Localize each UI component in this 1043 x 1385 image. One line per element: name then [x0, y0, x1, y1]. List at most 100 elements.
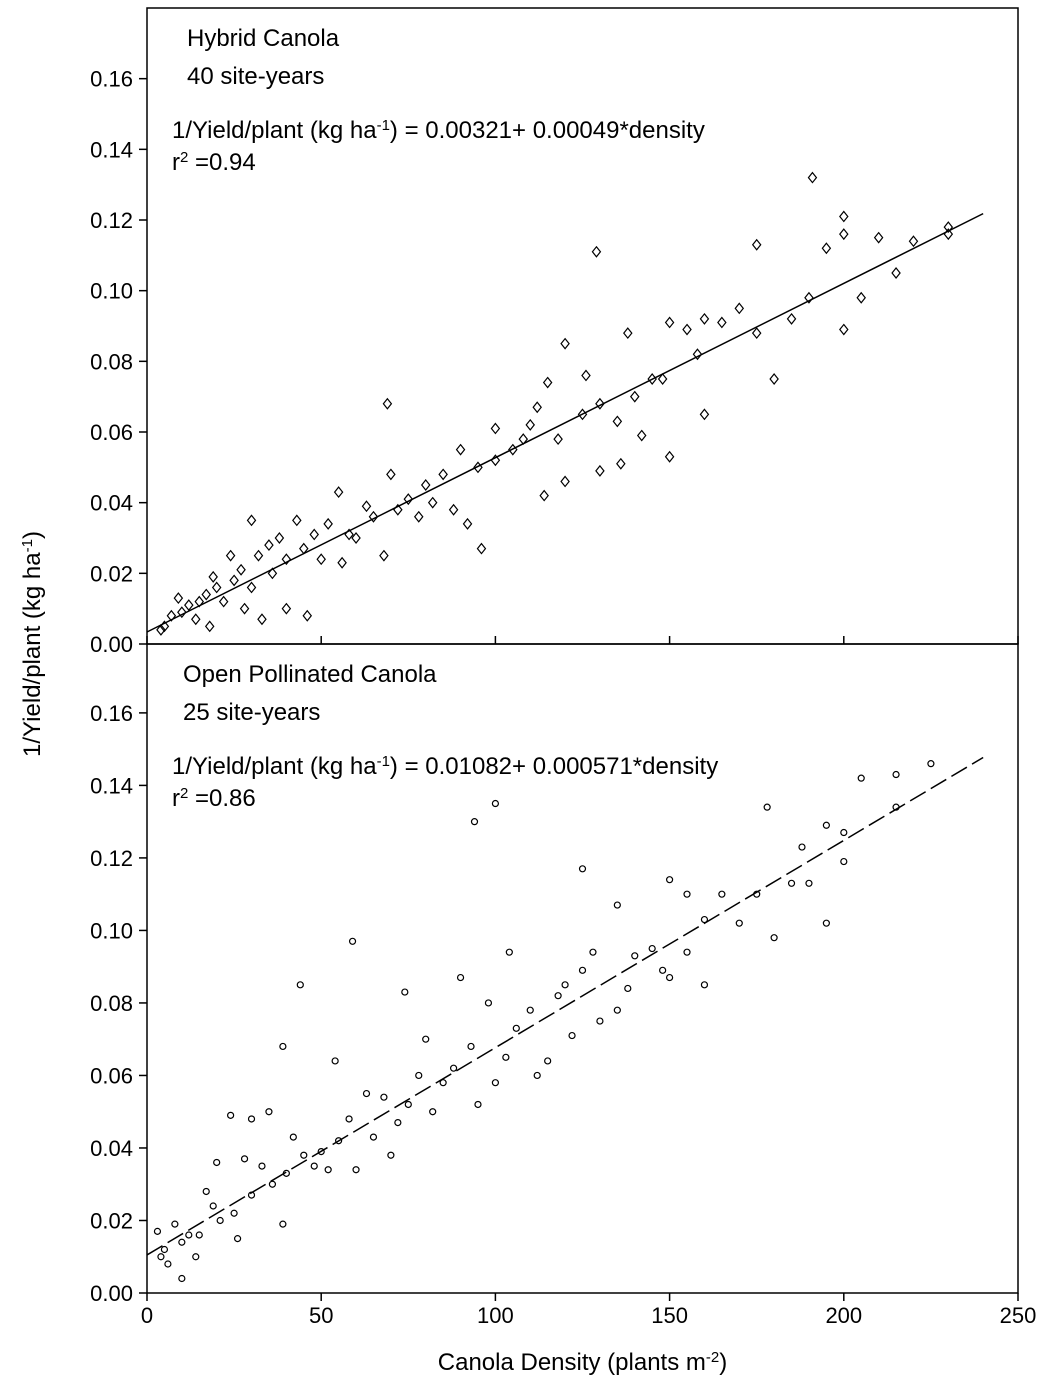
data-point [553, 433, 563, 446]
data-point [166, 609, 177, 622]
data-point [657, 373, 668, 385]
equation: 1/Yield/plant (kg ha-1) = 0.01082+ 0.000… [172, 753, 718, 781]
x-tick-label: 100 [477, 1303, 514, 1328]
data-point [532, 401, 542, 414]
data-point [159, 620, 170, 633]
x-axis-label: Canola Density (plants m-2) [438, 1349, 727, 1377]
data-point [247, 1115, 256, 1123]
y-axis-label-part: 1/Yield/plant (kg ha [19, 552, 46, 757]
data-point [300, 1151, 308, 1159]
data-point [265, 1108, 273, 1116]
data-point [629, 390, 640, 403]
data-point [787, 879, 796, 887]
data-point [246, 514, 257, 527]
data-point [362, 1089, 371, 1098]
data-point [491, 1079, 499, 1087]
data-point [873, 231, 884, 244]
data-point [323, 517, 333, 530]
x-tick-label: 0 [141, 1303, 153, 1328]
data-point [227, 1111, 235, 1119]
data-point [542, 376, 553, 389]
x-tick-label: 50 [309, 1303, 333, 1328]
data-point [439, 1079, 447, 1087]
data-point [208, 570, 218, 583]
data-point [274, 532, 285, 544]
equation-part: ) = 0.01082+ 0.000571*density [390, 753, 718, 780]
data-point [448, 503, 459, 516]
data-point [857, 774, 865, 782]
data-point [821, 242, 832, 255]
r-squared-part: r [172, 785, 180, 812]
r-squared-part: 2 [180, 149, 188, 166]
data-point [171, 1220, 179, 1228]
fit-line [146, 756, 984, 1256]
r-squared-part: r [172, 149, 180, 176]
data-point [476, 542, 487, 555]
y-tick-label: 0.12 [90, 846, 133, 871]
data-point [427, 496, 438, 509]
y-tick-label: 0.12 [90, 208, 133, 233]
y-tick-label: 0.08 [90, 991, 133, 1016]
data-point [467, 1042, 475, 1051]
data-point [577, 408, 588, 421]
data-point [682, 323, 692, 336]
data-point [247, 1191, 256, 1199]
data-point [317, 1147, 325, 1156]
data-point [393, 503, 403, 516]
data-point [309, 528, 320, 541]
y-tick-label: 0.06 [90, 1063, 133, 1088]
data-point [490, 422, 501, 435]
panel-subtitle: 40 site-years [187, 63, 324, 90]
data-point [281, 602, 292, 615]
data-point [380, 1093, 388, 1101]
data-point [561, 981, 569, 989]
data-point [648, 944, 656, 953]
data-point [333, 486, 344, 499]
data-point [664, 450, 675, 463]
data-point [484, 999, 493, 1007]
data-point [735, 919, 743, 927]
data-point [420, 479, 431, 491]
data-point [544, 1057, 552, 1065]
y-tick-label: 0.10 [90, 918, 133, 943]
data-point [348, 937, 357, 945]
data-point [394, 1118, 402, 1127]
data-point [184, 599, 194, 612]
equation-part: 1/Yield/plant (kg ha [172, 753, 377, 780]
data-point [195, 1231, 203, 1239]
panel-title: Open Pollinated Canola [183, 661, 437, 688]
data-point [659, 966, 667, 974]
data-point [699, 408, 710, 421]
data-point [624, 984, 632, 993]
data-point [717, 316, 727, 329]
data-point [943, 228, 954, 241]
data-point [734, 302, 745, 315]
data-point [474, 1100, 482, 1109]
equation-part: -1 [377, 117, 390, 134]
data-point [612, 415, 623, 428]
data-point [229, 574, 239, 587]
data-point [683, 890, 691, 898]
data-point [589, 948, 597, 956]
data-point [856, 291, 866, 304]
data-point [236, 563, 246, 576]
data-point [292, 514, 302, 527]
data-point [213, 1158, 221, 1167]
data-point [473, 461, 483, 474]
y-axis-label-part: ) [19, 531, 46, 539]
data-point [239, 602, 250, 615]
data-point [613, 1006, 621, 1014]
data-point [296, 981, 304, 989]
data-point [253, 549, 264, 562]
data-point [230, 1209, 238, 1217]
data-point [560, 475, 570, 488]
data-point [526, 1006, 534, 1014]
data-point [289, 1133, 297, 1141]
y-axis-label-part: -1 [19, 539, 36, 552]
data-point [518, 433, 529, 446]
data-point [345, 1115, 353, 1123]
data-point [533, 1071, 541, 1080]
data-point [194, 595, 205, 608]
y-tick-label: 0.14 [90, 773, 133, 798]
panel-subtitle: 25 site-years [183, 699, 320, 726]
